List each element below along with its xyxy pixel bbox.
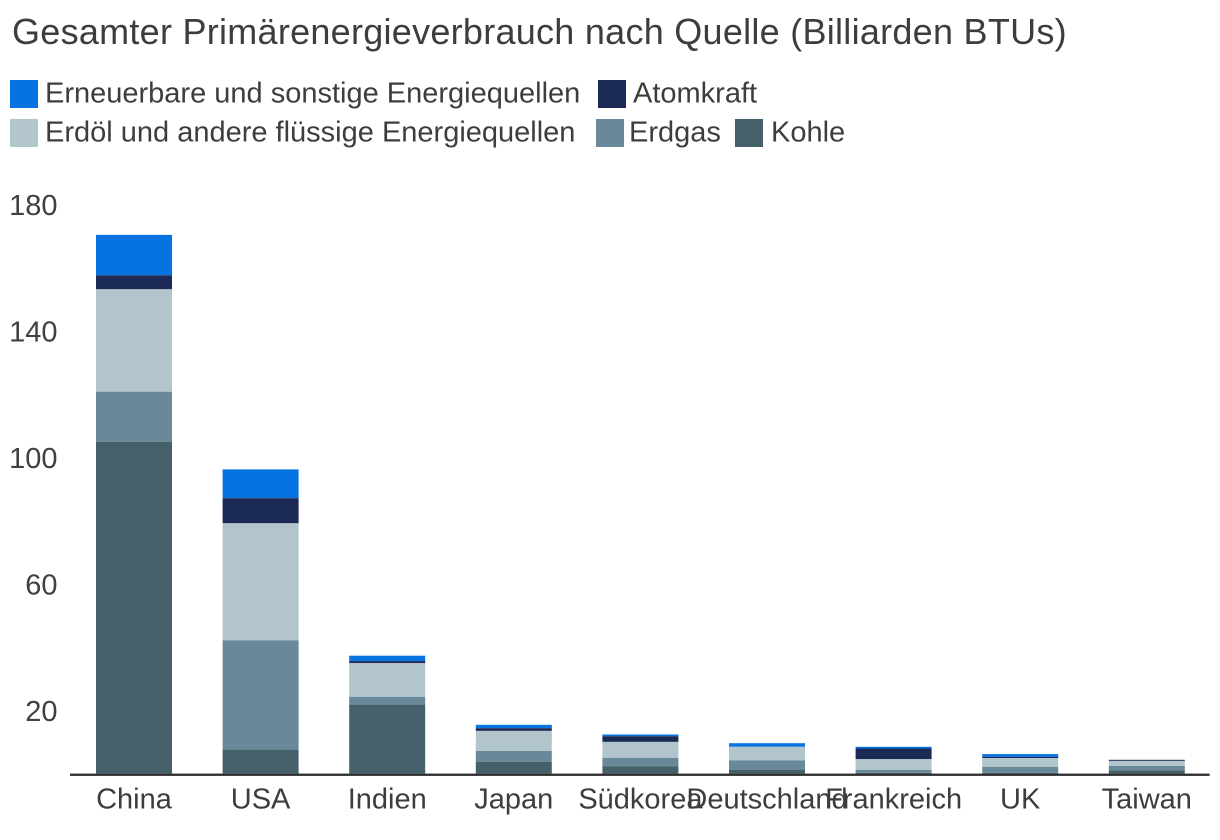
svg-text:Erdgas: Erdgas [629, 117, 721, 149]
svg-text:Erneuerbare und sonstige Energ: Erneuerbare und sonstige Energiequellen [45, 78, 580, 110]
svg-text:UK: UK [1000, 784, 1041, 816]
svg-text:Taiwan: Taiwan [1102, 784, 1192, 816]
svg-text:China: China [96, 784, 173, 816]
svg-text:USA: USA [231, 784, 291, 816]
svg-text:Deutschland: Deutschland [686, 784, 847, 816]
svg-text:100: 100 [9, 443, 57, 475]
svg-text:Atomkraft: Atomkraft [633, 78, 757, 110]
svg-text:Gesamter Primärenergieverbrauc: Gesamter Primärenergieverbrauch nach Que… [12, 11, 1067, 52]
svg-text:Kohle: Kohle [771, 117, 845, 149]
svg-text:180: 180 [9, 190, 57, 222]
svg-text:Japan: Japan [474, 784, 553, 816]
svg-text:Indien: Indien [348, 784, 427, 816]
svg-text:60: 60 [25, 569, 57, 601]
svg-text:Erdöl und andere flüssige Ener: Erdöl und andere flüssige Energiequellen [45, 117, 575, 149]
svg-text:Südkorea: Südkorea [578, 784, 703, 816]
svg-text:Frankreich: Frankreich [825, 784, 962, 816]
svg-text:20: 20 [25, 696, 57, 728]
svg-text:140: 140 [9, 317, 57, 349]
